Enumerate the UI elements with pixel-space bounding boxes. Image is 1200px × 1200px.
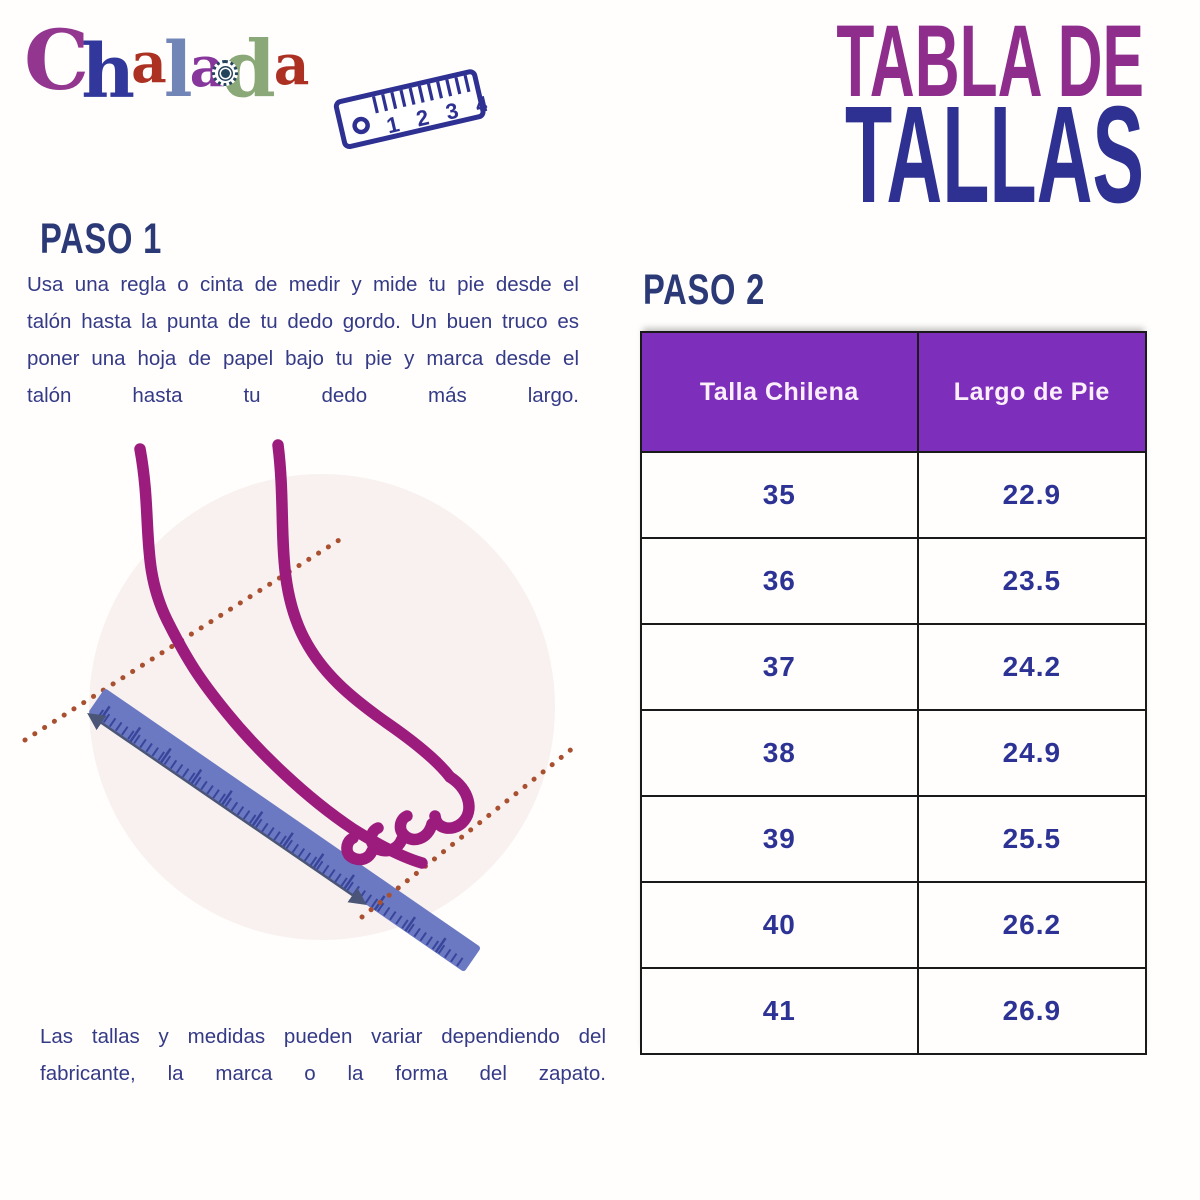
step2-heading: PASO 2 xyxy=(643,266,766,314)
table-row: 38 24.9 xyxy=(642,709,1145,795)
largo-value: 26.9 xyxy=(1002,995,1062,1026)
column-header-talla-chilena: Talla Chilena xyxy=(642,333,919,451)
title-line-2: TALLAS xyxy=(844,78,1144,232)
largo-value: 25.5 xyxy=(1002,823,1062,854)
step1-line: Usa una regla o cinta de medir y mide tu… xyxy=(27,273,579,296)
footnote: Las tallas y medidas pueden variar depen… xyxy=(40,1018,606,1092)
foot-measurement-illustration xyxy=(22,439,576,972)
size-table-header-row: Talla Chilena Largo de Pie xyxy=(642,333,1145,451)
talla-value: 40 xyxy=(642,883,919,967)
logo-letter: a xyxy=(131,30,167,95)
measurement-arrow xyxy=(87,713,367,905)
talla-value: 35 xyxy=(642,453,919,537)
largo-value: 23.5 xyxy=(1002,565,1062,596)
logo-flower-ornament-icon xyxy=(212,60,238,86)
table-row: 41 26.9 xyxy=(642,967,1145,1053)
size-table: Talla Chilena Largo de Pie 35 22.9 36 23… xyxy=(640,331,1147,1055)
ruler-icon: 1 2 3 4 xyxy=(333,69,490,150)
page-title: TABLA DE TALLAS 1 2 3 4 xyxy=(333,4,1144,232)
logo-letter: C xyxy=(24,13,90,109)
table-row: 39 25.5 xyxy=(642,795,1145,881)
largo-value: 26.2 xyxy=(1002,909,1062,940)
toe-dotted-line xyxy=(359,745,576,920)
largo-value: 22.9 xyxy=(1002,479,1062,510)
title-line-1: TABLA DE xyxy=(836,4,1144,118)
logo-letter: h xyxy=(81,29,136,115)
table-row: 37 24.2 xyxy=(642,623,1145,709)
talla-value: 38 xyxy=(642,711,919,795)
talla-value: 39 xyxy=(642,797,919,881)
step1-line: talón hasta tu dedo más largo. xyxy=(27,384,579,407)
largo-value: 24.2 xyxy=(1002,651,1062,682)
footnote-line: Las tallas y medidas pueden variar depen… xyxy=(40,1025,606,1048)
foot-outline xyxy=(134,439,475,869)
logo-letter: a xyxy=(273,32,310,97)
table-row: 36 23.5 xyxy=(642,537,1145,623)
talla-value: 41 xyxy=(642,969,919,1053)
step1-line: talón hasta la punta de tu dedo gordo. U… xyxy=(27,310,579,333)
step1-heading: PASO 1 xyxy=(40,215,163,263)
largo-value: 24.9 xyxy=(1002,737,1062,768)
logo-letter: l xyxy=(163,25,193,114)
table-row: 35 22.9 xyxy=(642,451,1145,537)
step1-instructions: Usa una regla o cinta de medir y mide tu… xyxy=(27,266,579,414)
table-row: 40 26.2 xyxy=(642,881,1145,967)
footnote-line: fabricante, la marca o la forma del zapa… xyxy=(40,1062,606,1085)
column-header-largo-de-pie: Largo de Pie xyxy=(918,333,1145,451)
talla-value: 37 xyxy=(642,625,919,709)
step1-line: poner una hoja de papel bajo tu pie y ma… xyxy=(27,347,579,370)
talla-value: 36 xyxy=(642,539,919,623)
brand-logo: Chalada xyxy=(24,20,309,130)
